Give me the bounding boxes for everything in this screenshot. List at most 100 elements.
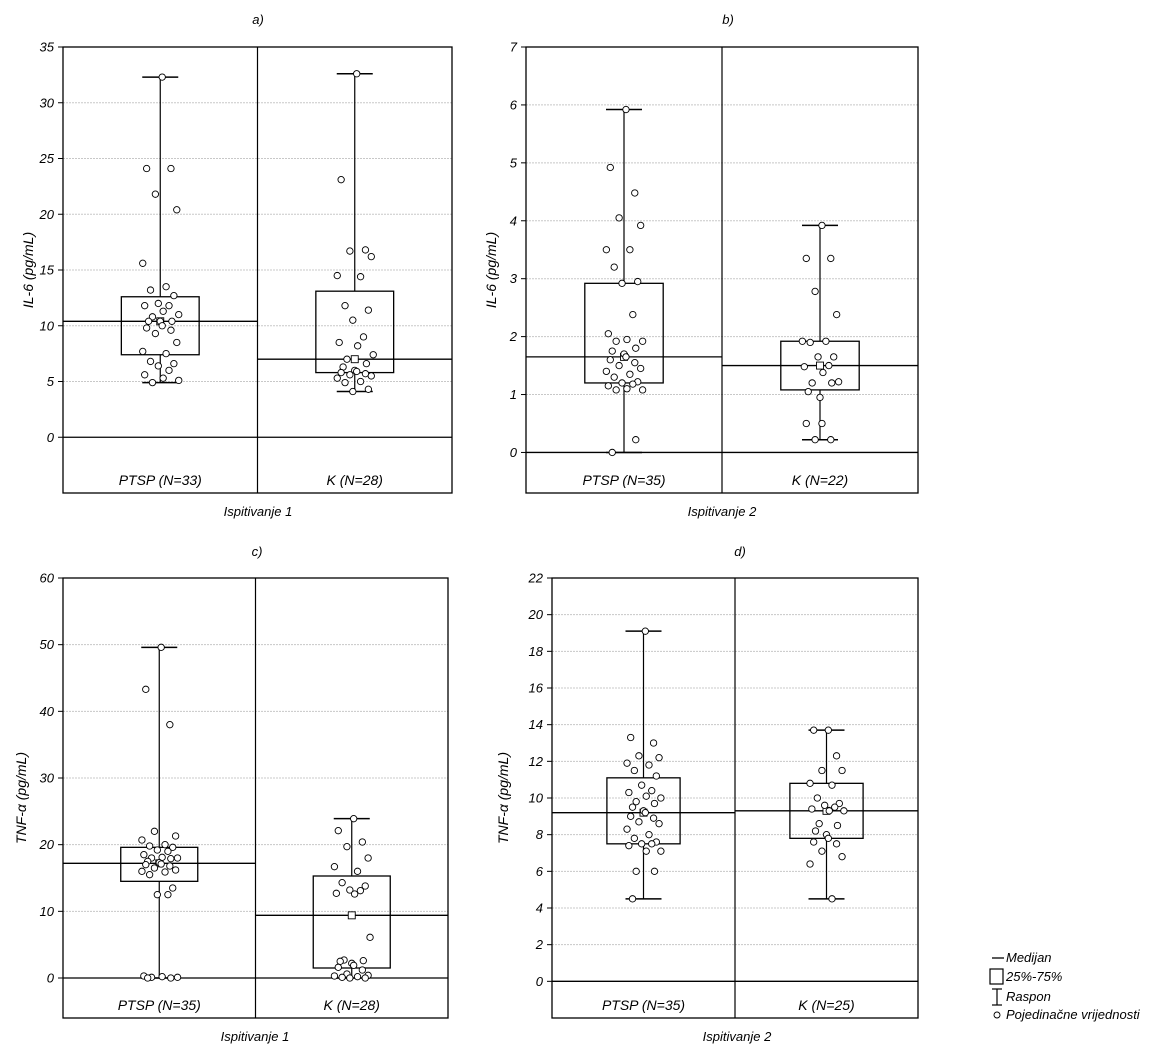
data-point <box>821 801 829 809</box>
data-point <box>602 246 611 254</box>
y-tick-label: 6 <box>536 864 544 879</box>
data-point <box>641 809 649 817</box>
category-label: PTSP (N=35) <box>118 997 201 1013</box>
data-point <box>170 291 178 300</box>
data-point <box>615 361 623 370</box>
data-point <box>819 368 827 377</box>
data-point <box>141 302 149 310</box>
category-label: PTSP (N=33) <box>119 472 202 488</box>
data-point <box>642 847 650 855</box>
data-point <box>626 370 634 378</box>
data-point <box>356 887 365 895</box>
data-point <box>637 221 645 230</box>
data-point <box>650 867 659 875</box>
y-axis-label: TNF-α (pg/mL) <box>13 752 29 844</box>
data-point <box>627 733 635 742</box>
data-point <box>338 973 346 981</box>
data-point <box>146 286 155 294</box>
data-point <box>153 846 161 854</box>
data-point <box>825 807 833 815</box>
data-point <box>173 206 181 214</box>
data-point <box>832 752 841 760</box>
data-point <box>162 349 170 358</box>
data-point <box>335 338 343 347</box>
data-point <box>173 854 182 862</box>
data-point <box>154 299 162 308</box>
data-point <box>346 974 354 982</box>
data-point <box>832 840 841 848</box>
data-point <box>830 353 838 361</box>
legend-item: Medijan <box>992 950 1052 965</box>
data-point <box>159 307 167 315</box>
mean-marker <box>350 355 359 364</box>
data-point <box>840 807 848 815</box>
data-point <box>824 726 832 734</box>
data-point <box>827 436 835 444</box>
data-point <box>165 302 173 310</box>
data-point <box>166 862 174 870</box>
y-tick-label: 30 <box>40 95 55 110</box>
category-label: K (N=25) <box>798 997 854 1013</box>
y-tick-label: 6 <box>510 97 518 112</box>
data-point <box>815 820 823 828</box>
data-point <box>173 338 181 347</box>
category-label: K (N=28) <box>327 472 383 488</box>
y-tick-label: 10 <box>40 318 55 333</box>
data-point <box>341 378 349 387</box>
category-label: PTSP (N=35) <box>602 997 685 1013</box>
data-point <box>618 279 626 287</box>
data-point <box>610 373 618 381</box>
data-point <box>648 840 656 848</box>
data-point <box>629 310 637 319</box>
data-point <box>623 759 631 767</box>
data-point <box>630 834 638 842</box>
data-point <box>138 867 146 875</box>
data-point <box>330 863 339 871</box>
data-point <box>612 337 620 345</box>
chart-panel: 0 10 20 30 40 50 60 PTSP (N=35) K (N=28) c) Ispiti… <box>13 544 449 1044</box>
data-point <box>362 360 371 368</box>
y-tick-label: 0 <box>47 971 55 986</box>
data-point <box>649 739 658 747</box>
data-point <box>367 372 375 380</box>
data-point <box>361 882 369 890</box>
y-tick-label: 5 <box>510 155 518 170</box>
data-point <box>353 367 361 376</box>
data-point <box>818 766 826 775</box>
category-label: K (N=28) <box>324 997 380 1013</box>
data-point <box>359 333 368 341</box>
data-point <box>638 337 647 345</box>
data-point <box>151 329 160 338</box>
data-point <box>650 799 659 808</box>
data-point <box>330 972 339 980</box>
data-point <box>642 792 650 800</box>
data-point <box>146 357 155 366</box>
data-point <box>838 766 846 775</box>
category-label: PTSP (N=35) <box>582 472 665 488</box>
data-point <box>354 342 362 350</box>
data-point <box>334 963 342 971</box>
data-point <box>833 310 841 319</box>
x-axis-label: Ispitivanje 2 <box>688 504 757 519</box>
data-point <box>158 322 166 330</box>
data-point <box>649 814 658 822</box>
data-point <box>170 360 178 368</box>
chart-panel: 0 1 2 3 4 5 6 7 PTSP (N=35) K (N=22) b) Ispitivanje… <box>483 12 919 519</box>
x-axis-label: Ispitivanje 2 <box>703 1029 772 1044</box>
data-point <box>618 379 626 387</box>
data-point <box>169 843 177 851</box>
data-point <box>148 378 157 387</box>
data-point <box>825 361 833 370</box>
y-tick-label: 35 <box>40 40 55 55</box>
data-point <box>811 436 819 444</box>
data-point <box>632 344 640 352</box>
data-point <box>369 351 377 359</box>
data-point <box>622 353 630 361</box>
data-point <box>828 781 836 789</box>
data-point <box>804 387 812 396</box>
data-point <box>161 841 169 849</box>
data-point <box>635 752 643 760</box>
data-point <box>637 364 645 373</box>
y-tick-label: 4 <box>510 213 517 228</box>
data-point <box>139 347 147 356</box>
